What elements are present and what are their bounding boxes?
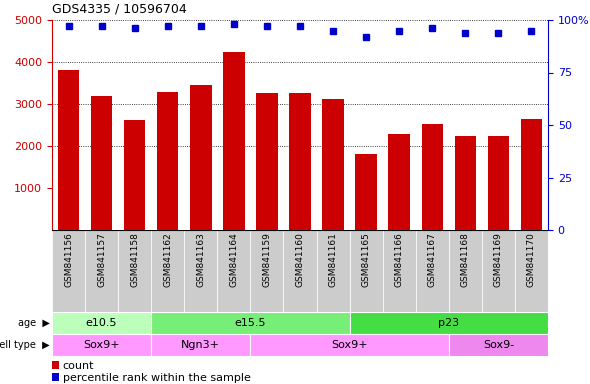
Bar	[488, 136, 509, 230]
Text: GSM841169: GSM841169	[494, 232, 503, 287]
Text: GSM841168: GSM841168	[461, 232, 470, 287]
Text: GSM841160: GSM841160	[296, 232, 304, 287]
Bar	[217, 230, 250, 312]
Text: GSM841157: GSM841157	[97, 232, 106, 287]
Text: e10.5: e10.5	[86, 318, 117, 328]
Text: GSM841159: GSM841159	[263, 232, 271, 287]
Bar	[85, 230, 118, 312]
Bar	[388, 134, 410, 230]
Bar	[482, 230, 515, 312]
Bar	[151, 334, 250, 356]
Text: age  ▶: age ▶	[18, 318, 50, 328]
Text: p23: p23	[438, 318, 460, 328]
Text: GSM841170: GSM841170	[527, 232, 536, 287]
Bar	[289, 93, 311, 230]
Bar	[454, 136, 476, 230]
Bar	[350, 312, 548, 334]
Bar	[151, 230, 184, 312]
Bar	[283, 230, 316, 312]
Bar	[355, 154, 377, 230]
Bar	[383, 230, 416, 312]
Bar	[256, 93, 278, 230]
Bar	[118, 230, 151, 312]
Bar	[223, 51, 245, 230]
Bar	[449, 334, 548, 356]
Bar	[58, 70, 79, 230]
Text: GSM841167: GSM841167	[428, 232, 437, 287]
Text: Sox9-: Sox9-	[483, 340, 514, 350]
Text: e15.5: e15.5	[235, 318, 266, 328]
Bar	[151, 312, 350, 334]
Bar	[421, 124, 443, 230]
Text: count: count	[63, 361, 94, 371]
Bar	[250, 334, 449, 356]
Text: GSM841165: GSM841165	[362, 232, 371, 287]
Text: percentile rank within the sample: percentile rank within the sample	[63, 373, 251, 383]
Text: GSM841161: GSM841161	[329, 232, 337, 287]
Text: GDS4335 / 10596704: GDS4335 / 10596704	[52, 2, 187, 15]
Bar	[52, 334, 151, 356]
Bar	[521, 119, 542, 230]
Bar	[416, 230, 449, 312]
Text: Ngn3+: Ngn3+	[181, 340, 220, 350]
Text: GSM841156: GSM841156	[64, 232, 73, 287]
Text: cell type  ▶: cell type ▶	[0, 340, 50, 350]
Bar	[157, 92, 179, 230]
Text: Sox9+: Sox9+	[83, 340, 120, 350]
Text: GSM841162: GSM841162	[163, 232, 172, 287]
Bar	[322, 99, 344, 230]
Bar	[190, 85, 212, 230]
Bar	[52, 312, 151, 334]
Bar	[91, 96, 112, 230]
Bar	[350, 230, 383, 312]
Bar	[515, 230, 548, 312]
Text: GSM841166: GSM841166	[395, 232, 404, 287]
Text: GSM841163: GSM841163	[196, 232, 205, 287]
Bar	[250, 230, 283, 312]
Bar	[52, 230, 85, 312]
Bar	[184, 230, 217, 312]
Bar	[449, 230, 482, 312]
Text: GSM841164: GSM841164	[230, 232, 238, 287]
Bar	[124, 120, 145, 230]
Text: GSM841158: GSM841158	[130, 232, 139, 287]
Bar	[316, 230, 350, 312]
Text: Sox9+: Sox9+	[332, 340, 368, 350]
